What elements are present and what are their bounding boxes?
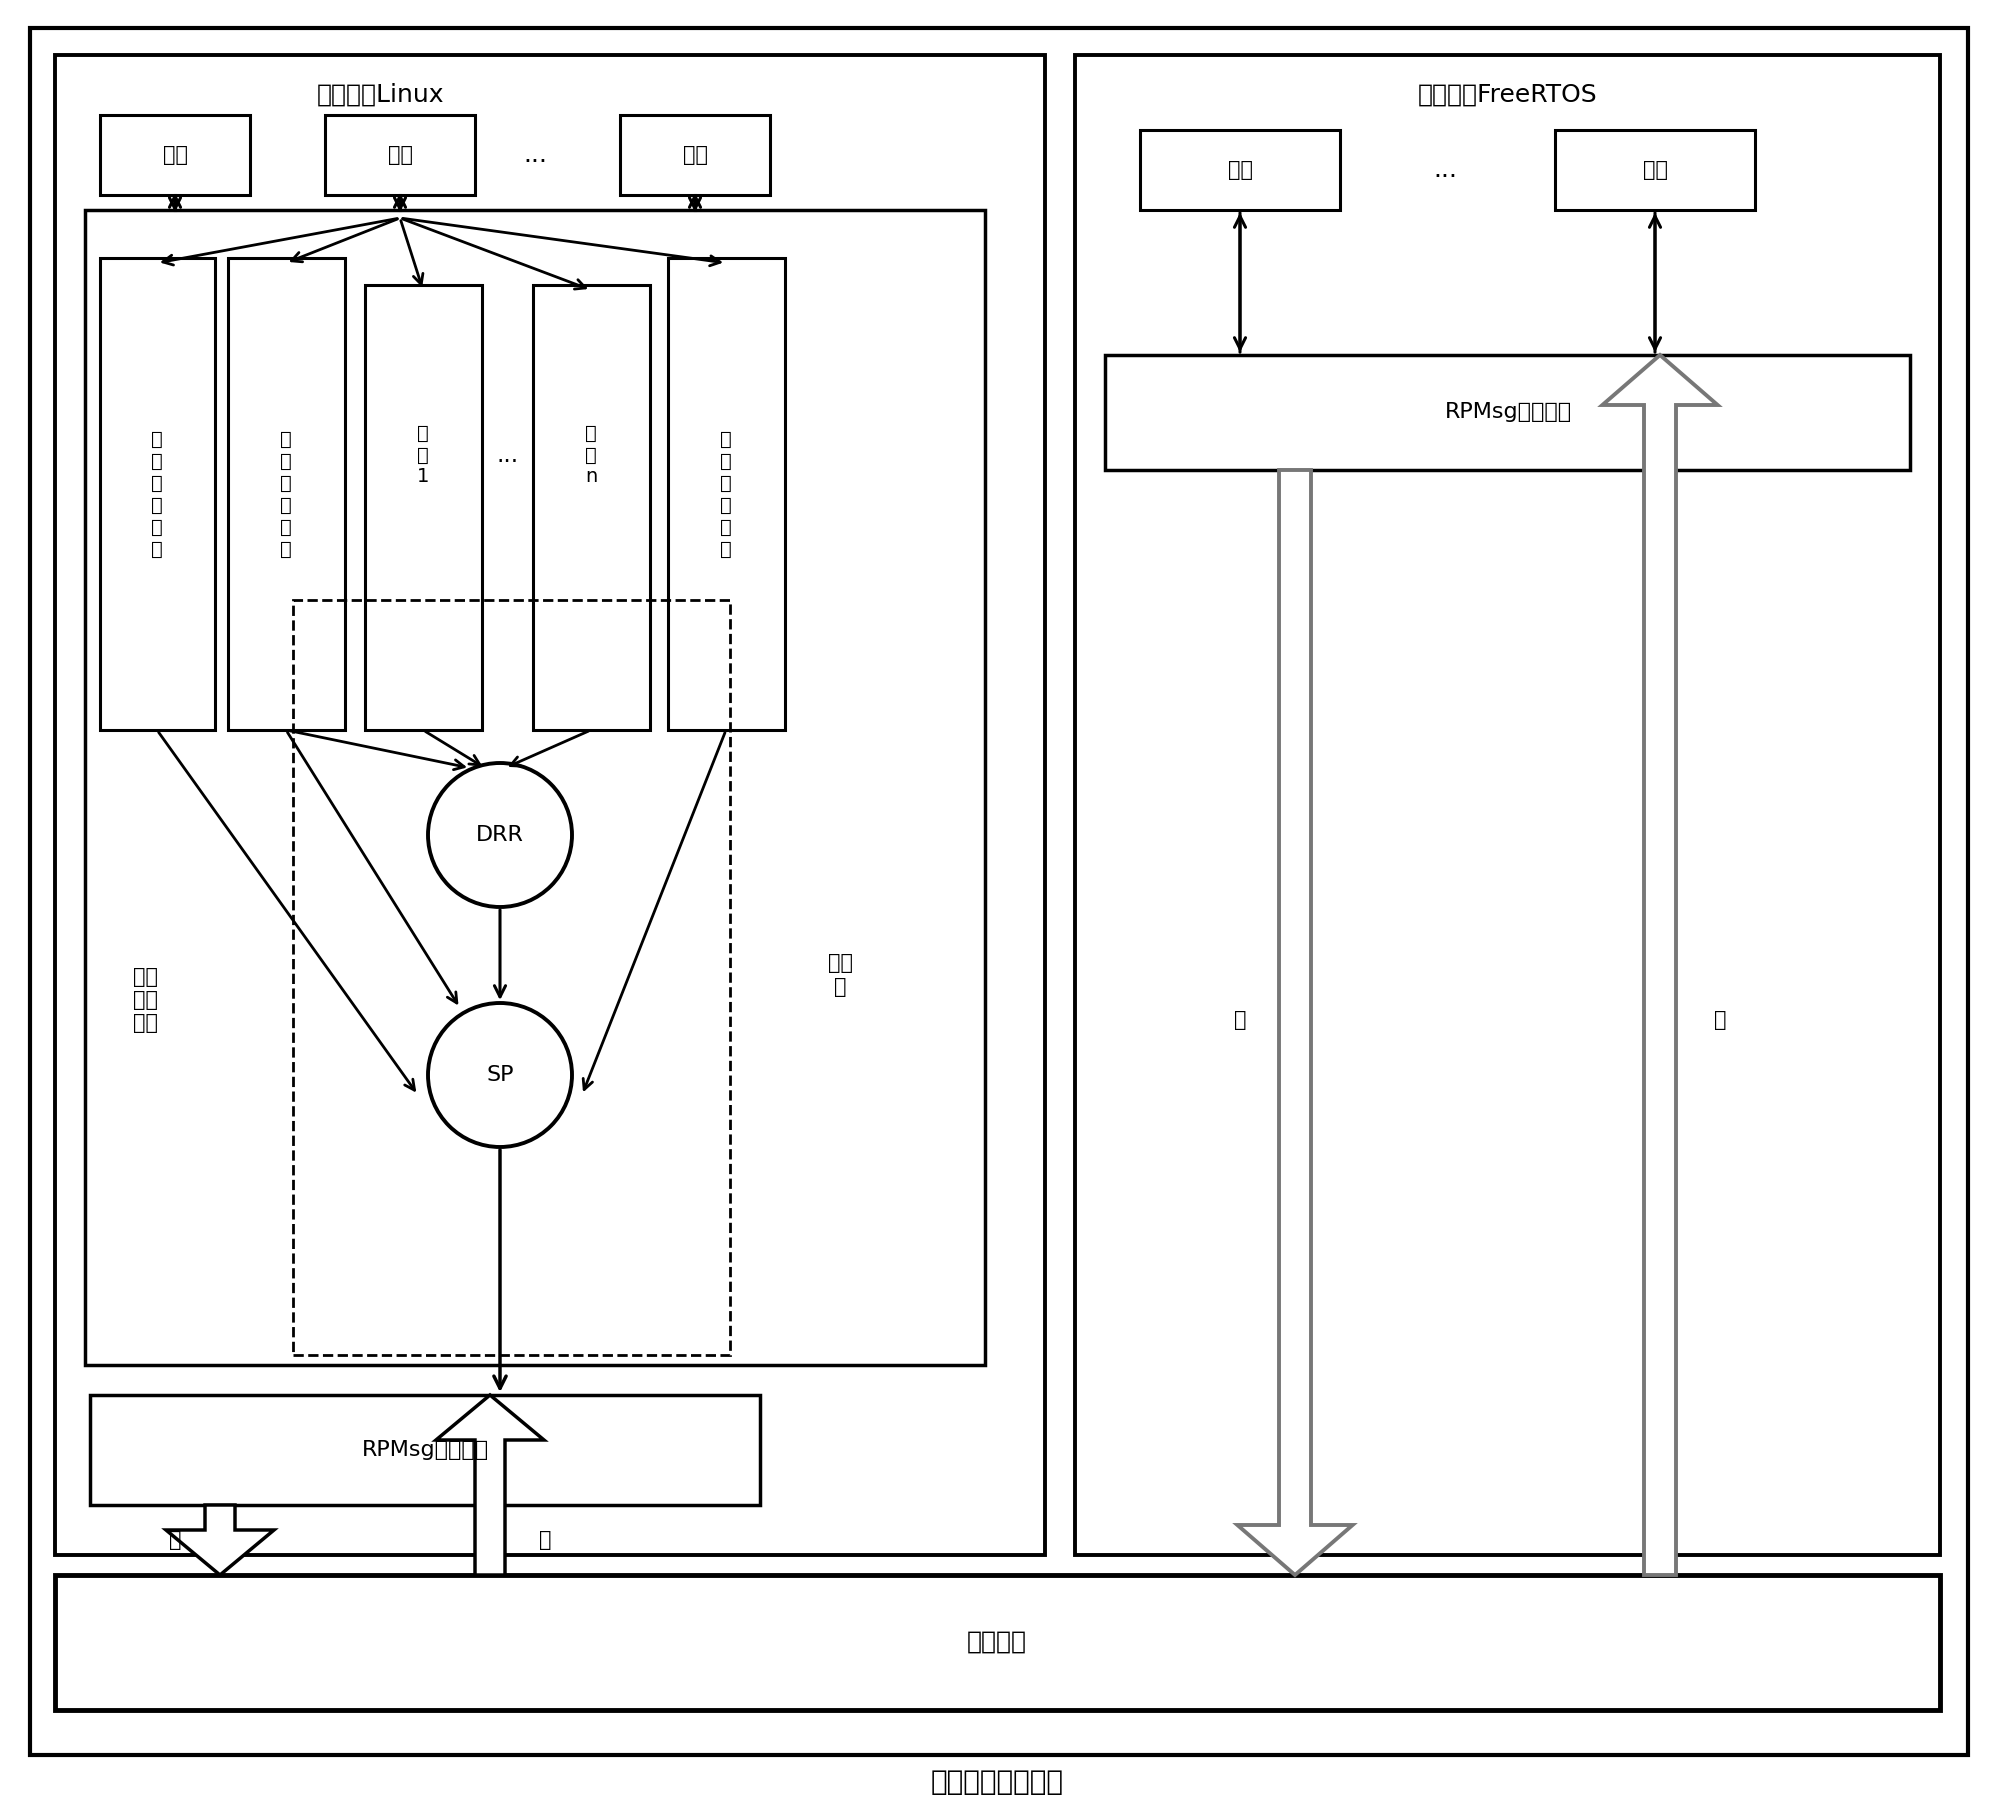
Text: 应用: 应用	[682, 144, 708, 164]
Text: ...: ...	[1434, 159, 1458, 182]
Bar	[90, 1394, 760, 1505]
Text: 应用: 应用	[387, 144, 413, 164]
Text: DRR: DRR	[477, 824, 524, 844]
Bar	[56, 1575, 1940, 1710]
Bar	[1555, 130, 1755, 209]
Bar	[100, 115, 249, 195]
Text: 主核系统Linux: 主核系统Linux	[317, 83, 445, 106]
Bar	[100, 258, 215, 731]
Bar	[1141, 130, 1340, 209]
Text: 低
优
先
级
队
列: 低 优 先 级 队 列	[720, 429, 732, 559]
Polygon shape	[166, 1505, 273, 1575]
Text: 共享内存: 共享内存	[967, 1631, 1027, 1654]
Circle shape	[429, 1003, 572, 1147]
Text: SP: SP	[487, 1064, 514, 1084]
Bar	[86, 209, 985, 1366]
Text: ...: ...	[497, 444, 518, 467]
Bar	[532, 285, 650, 731]
Polygon shape	[1238, 471, 1352, 1575]
Text: RPMsg设备驱动: RPMsg设备驱动	[361, 1440, 489, 1459]
Text: 队
列
n: 队 列 n	[584, 424, 596, 487]
Text: 应用: 应用	[1643, 161, 1667, 180]
Text: 应用: 应用	[162, 144, 187, 164]
Polygon shape	[437, 1394, 544, 1575]
Bar	[1075, 54, 1940, 1555]
Bar	[227, 258, 345, 731]
Text: 读: 读	[1713, 1010, 1727, 1030]
Text: 消息
调度
模块: 消息 调度 模块	[132, 967, 158, 1034]
Polygon shape	[1603, 355, 1717, 1575]
Text: 中
优
先
级
队
列: 中 优 先 级 队 列	[279, 429, 291, 559]
Text: RPMsg通信组件: RPMsg通信组件	[1444, 402, 1571, 422]
Text: 从核系统FreeRTOS: 从核系统FreeRTOS	[1418, 83, 1597, 106]
Text: 写: 写	[1234, 1010, 1246, 1030]
Circle shape	[429, 763, 572, 907]
Bar	[56, 54, 1045, 1555]
Text: 队
列
1: 队 列 1	[417, 424, 429, 487]
Text: 调度
器: 调度 器	[828, 953, 853, 996]
Text: 应用: 应用	[1228, 161, 1252, 180]
Bar	[293, 601, 730, 1355]
Bar	[365, 285, 483, 731]
Text: 高
优
先
级
队
列: 高 优 先 级 队 列	[152, 429, 164, 559]
Bar	[1105, 355, 1910, 471]
Text: 读: 读	[538, 1530, 550, 1550]
Text: 写: 写	[169, 1530, 181, 1550]
Bar	[668, 258, 786, 731]
Text: ...: ...	[522, 143, 546, 168]
Bar	[620, 115, 770, 195]
Bar	[325, 115, 475, 195]
Text: 异构多核硬件平台: 异构多核硬件平台	[931, 1768, 1063, 1797]
